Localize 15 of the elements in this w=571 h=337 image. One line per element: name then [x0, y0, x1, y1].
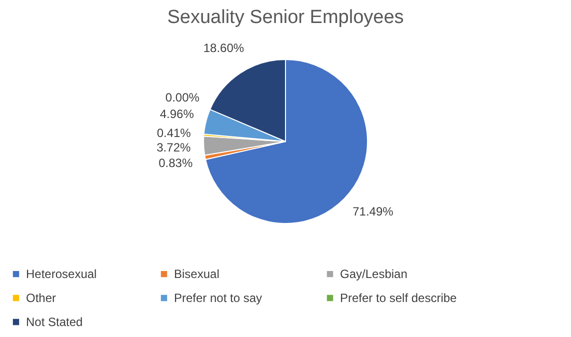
data-label: 18.60%: [203, 41, 244, 56]
legend-label: Gay/Lesbian: [340, 267, 408, 282]
data-label: 3.72%: [156, 140, 191, 154]
data-label: 0.83%: [158, 156, 193, 170]
legend-label: Prefer to self describe: [340, 291, 458, 305]
legend-label: Bisexual: [174, 267, 220, 282]
legend-label: Other: [26, 291, 56, 305]
data-label: 0.41%: [156, 126, 192, 140]
legend-label: Not Stated: [26, 315, 83, 329]
legend-label: Heterosexual: [26, 267, 97, 282]
data-label: 4.96%: [160, 107, 194, 122]
chart-title: Sexuality Senior Employees: [167, 7, 404, 28]
data-label: 71.49%: [352, 204, 394, 218]
legend-label: Prefer not to say: [174, 291, 262, 305]
text: 0.00%: [165, 90, 200, 105]
